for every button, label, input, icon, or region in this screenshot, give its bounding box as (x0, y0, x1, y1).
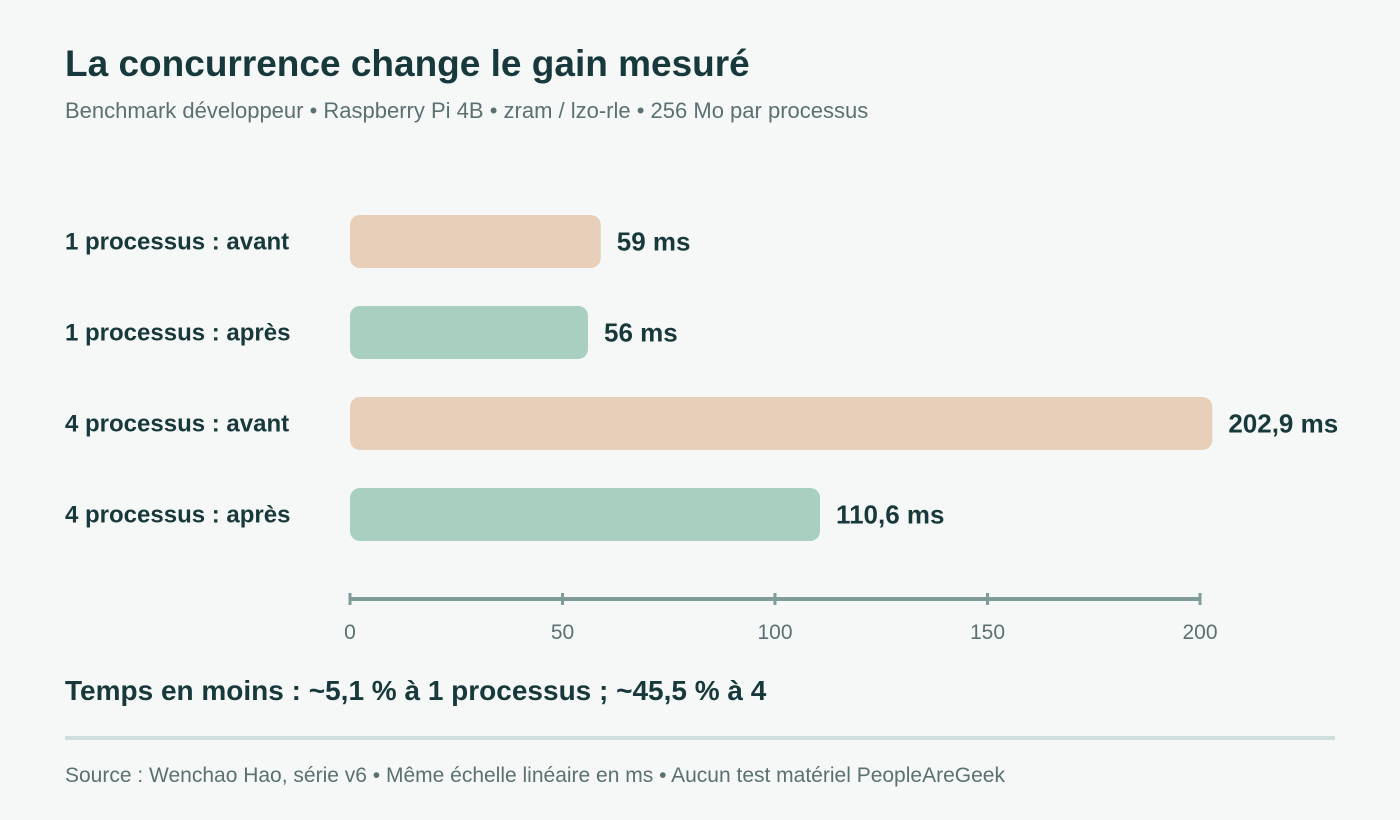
x-tick-label: 200 (1182, 621, 1217, 644)
category-label: 1 processus : avant (65, 229, 289, 256)
x-tick-label: 150 (970, 621, 1005, 644)
source-note: Source : Wenchao Hao, série v6 • Même éc… (65, 764, 1005, 787)
value-label: 56 ms (604, 318, 678, 348)
divider (65, 736, 1335, 740)
value-label: 110,6 ms (836, 500, 944, 530)
x-tick-label: 50 (551, 621, 574, 644)
x-tick-label: 0 (344, 621, 356, 644)
bar (350, 215, 601, 268)
category-label: 1 processus : après (65, 320, 290, 347)
category-label: 4 processus : avant (65, 411, 289, 438)
value-label: 59 ms (617, 227, 691, 257)
chart-title: La concurrence change le gain mesuré (65, 43, 750, 84)
x-tick-label: 100 (757, 621, 792, 644)
bar-chart: 1 processus : avant 59 ms 1 processus : ap… (65, 215, 1338, 644)
bar (350, 397, 1213, 450)
chart-subtitle: Benchmark développeur • Raspberry Pi 4B … (65, 98, 869, 123)
bar (350, 306, 588, 359)
summary-text: Temps en moins : ~5,1 % à 1 processus ; … (65, 675, 767, 706)
category-label: 4 processus : après (65, 502, 290, 529)
bar (350, 488, 821, 541)
value-label: 202,9 ms (1228, 409, 1338, 439)
